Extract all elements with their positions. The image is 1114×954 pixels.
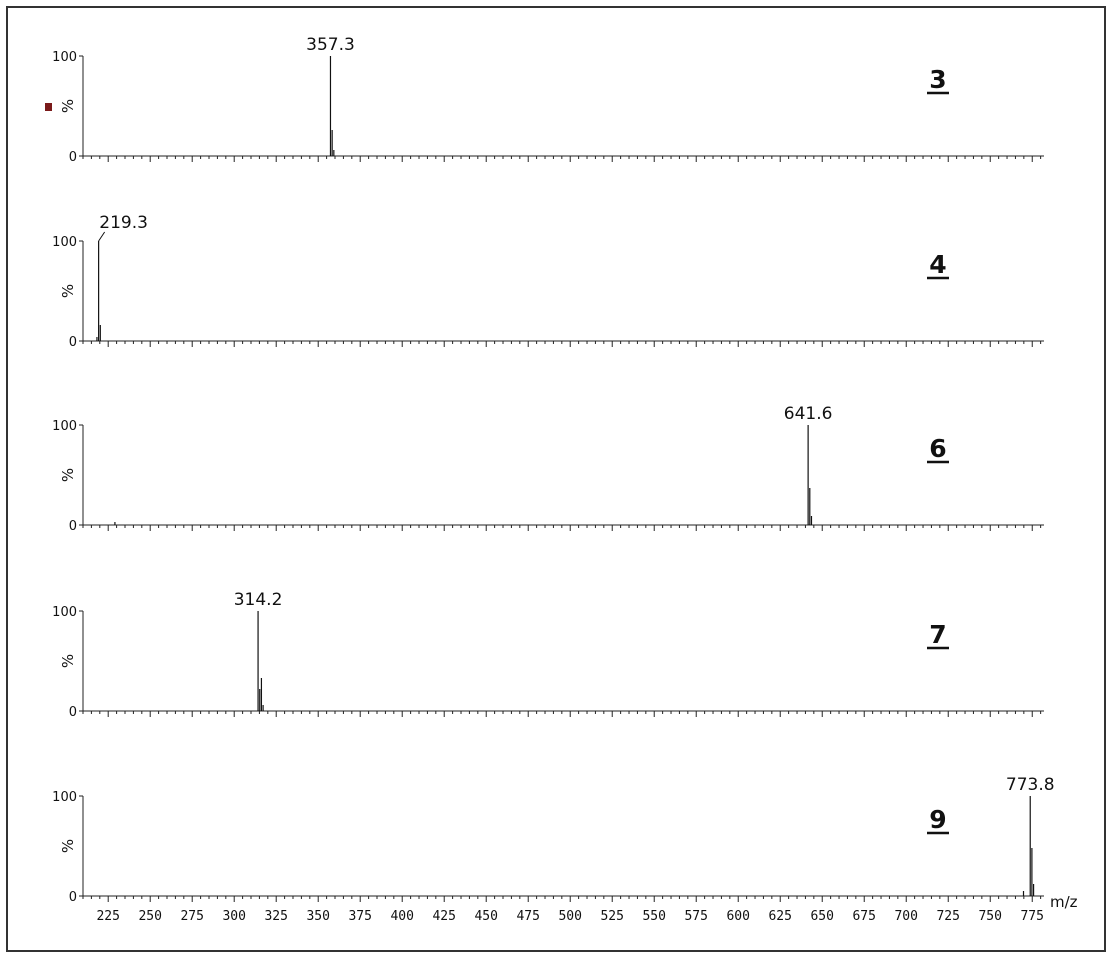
x-tick-label: 725 <box>936 909 959 924</box>
x-axis-label: m/z <box>1050 893 1078 911</box>
x-tick-label: 750 <box>978 909 1001 924</box>
y-axis-label: % <box>59 99 77 113</box>
y-tick-label-100: 100 <box>52 605 77 620</box>
base-peak-label: 219.3 <box>99 213 148 233</box>
x-tick-label: 775 <box>1020 909 1043 924</box>
x-tick-label: 575 <box>684 909 707 924</box>
x-tick-label: 525 <box>600 909 623 924</box>
x-tick-label: 550 <box>642 909 665 924</box>
base-peak-label: 314.2 <box>234 590 283 610</box>
x-tick-label: 250 <box>138 909 161 924</box>
y-tick-label-100: 100 <box>52 419 77 434</box>
x-tick-label: 300 <box>222 909 245 924</box>
x-tick-label: 325 <box>264 909 287 924</box>
x-tick-label: 650 <box>810 909 833 924</box>
y-tick-label-0: 0 <box>69 519 77 534</box>
x-tick-label: 350 <box>306 909 329 924</box>
x-tick-label: 450 <box>474 909 497 924</box>
peak-leader-line <box>98 231 106 242</box>
y-tick-label-100: 100 <box>52 790 77 805</box>
compound-label: 6 <box>929 434 946 463</box>
y-tick-label-0: 0 <box>69 890 77 905</box>
selection-marker-icon <box>45 103 52 111</box>
y-axis-label: % <box>59 284 77 298</box>
x-tick-label: 500 <box>558 909 581 924</box>
base-peak-label: 773.8 <box>1006 775 1055 795</box>
x-tick-label: 275 <box>180 909 203 924</box>
x-tick-label: 625 <box>768 909 791 924</box>
figure-frame <box>6 6 1106 952</box>
x-tick-label: 225 <box>96 909 119 924</box>
x-tick-label: 400 <box>390 909 413 924</box>
y-axis-label: % <box>59 468 77 482</box>
y-tick-label-0: 0 <box>69 150 77 165</box>
compound-label: 4 <box>929 250 946 279</box>
y-axis-label: % <box>59 839 77 853</box>
x-tick-label: 475 <box>516 909 539 924</box>
y-tick-label-100: 100 <box>52 50 77 65</box>
y-axis-label: % <box>59 654 77 668</box>
y-tick-label-0: 0 <box>69 705 77 720</box>
x-tick-label: 700 <box>894 909 917 924</box>
compound-label: 9 <box>929 805 946 834</box>
compound-label: 3 <box>929 65 946 94</box>
compound-label: 7 <box>929 620 946 649</box>
y-tick-label-0: 0 <box>69 335 77 350</box>
y-tick-label-100: 100 <box>52 235 77 250</box>
base-peak-label: 357.3 <box>306 35 355 55</box>
x-tick-label: 375 <box>348 909 371 924</box>
x-tick-label: 675 <box>852 909 875 924</box>
x-tick-label: 600 <box>726 909 749 924</box>
x-tick-label: 425 <box>432 909 455 924</box>
base-peak-label: 641.6 <box>784 404 833 424</box>
